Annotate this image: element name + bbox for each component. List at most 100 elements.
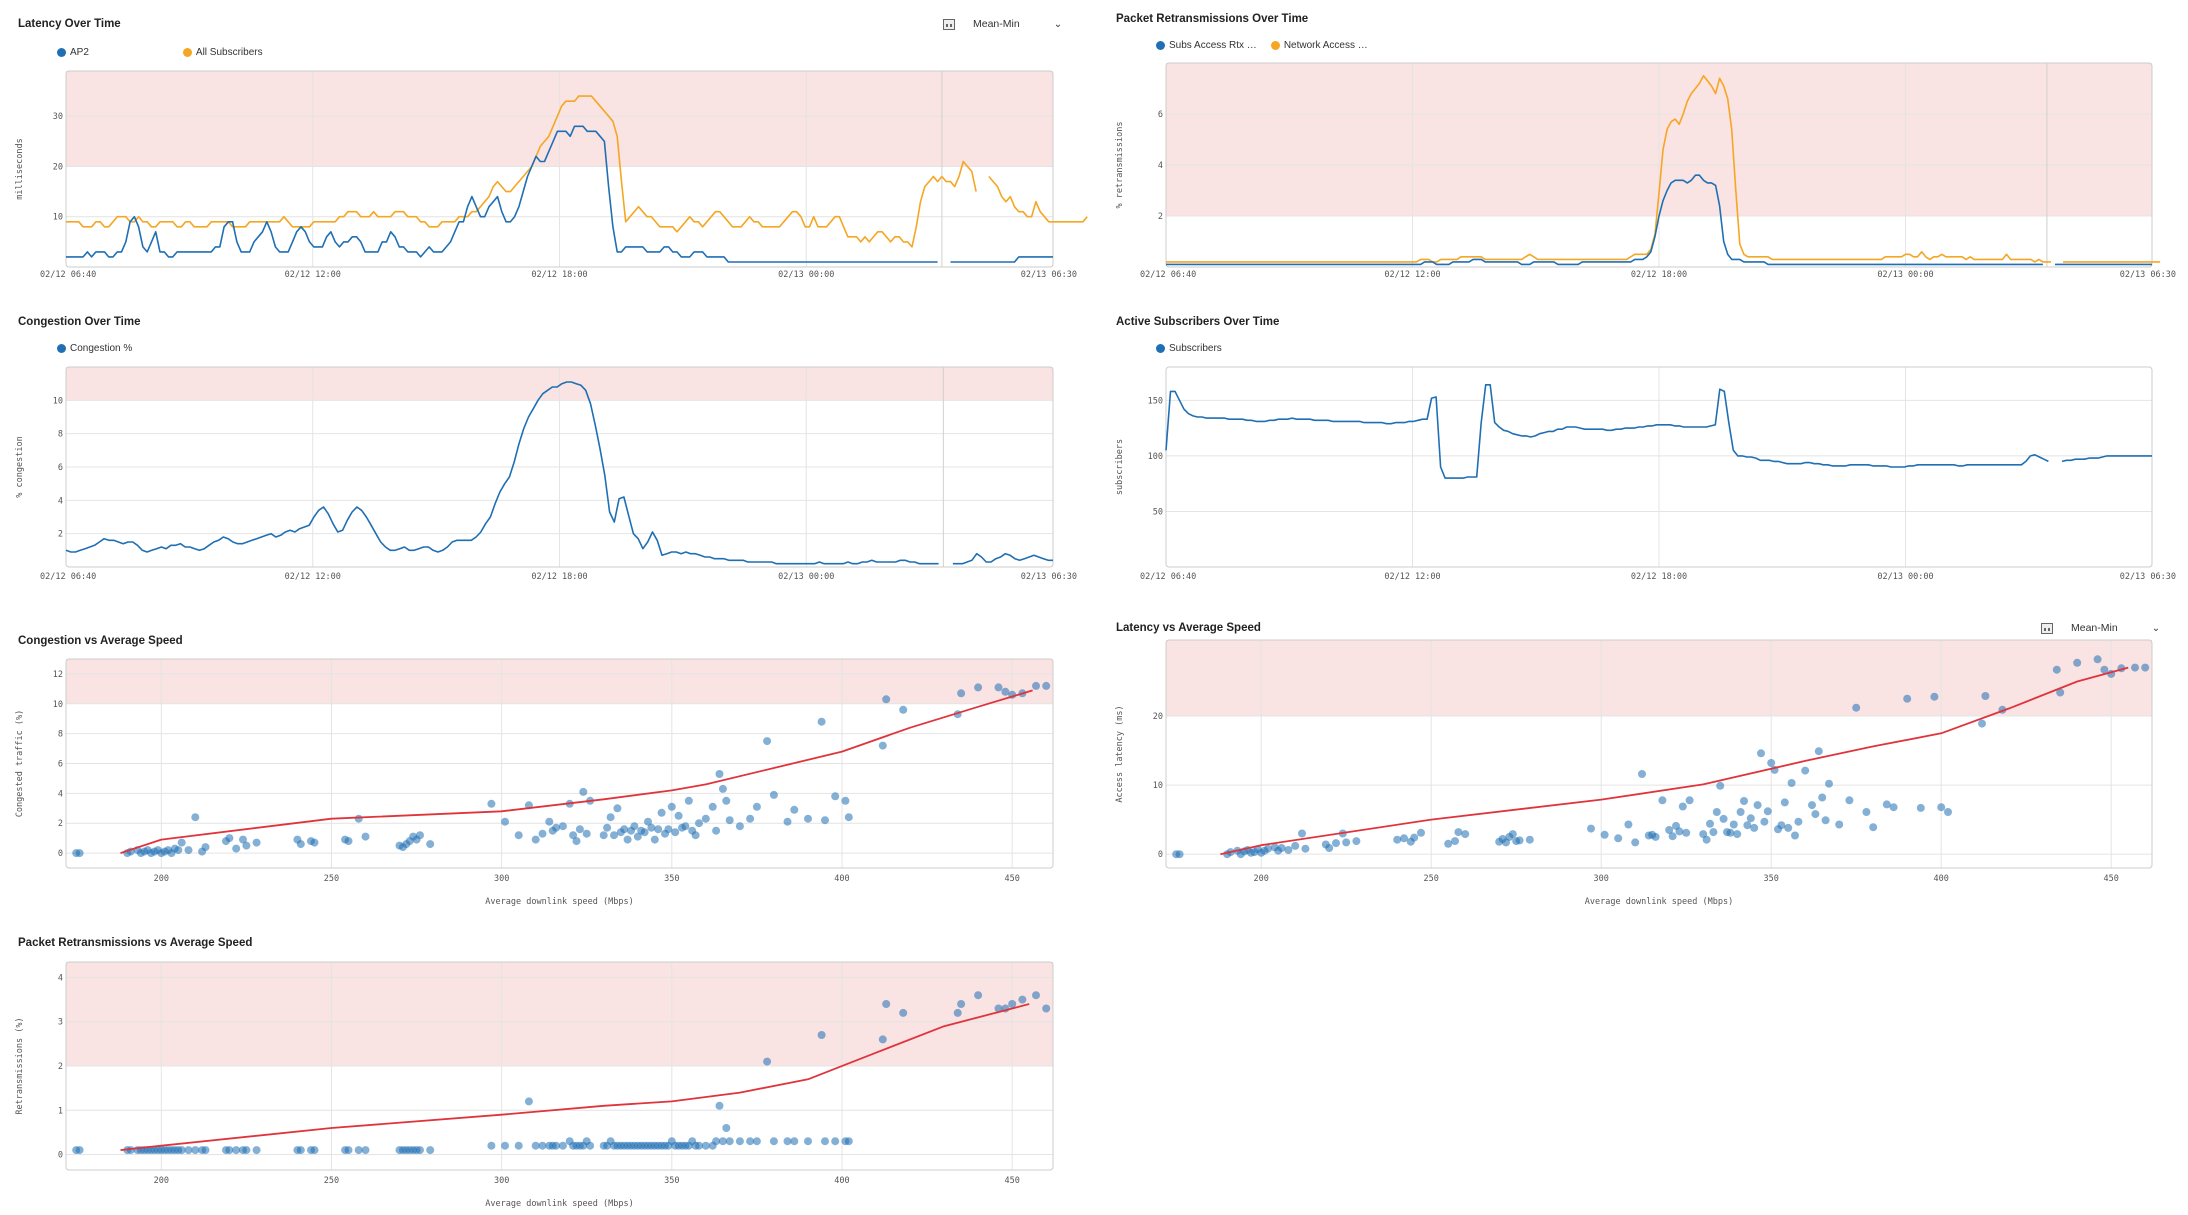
y-tick-label: 8: [58, 730, 63, 740]
threshold-band: [66, 659, 1053, 704]
data-point: [844, 813, 853, 822]
data-point: [1665, 826, 1674, 834]
data-point: [1451, 837, 1459, 846]
data-point: [177, 1146, 186, 1155]
data-point: [1525, 835, 1534, 844]
x-tick-label: 02/13 00:00: [1877, 270, 1933, 280]
plot-frame: [65, 961, 1054, 1171]
chart-latency_time: [65, 70, 1088, 268]
data-point: [1410, 833, 1419, 842]
data-point: [1743, 821, 1752, 830]
data-point: [191, 813, 200, 822]
chart-title: Active Subscribers Over Time: [1116, 316, 1280, 328]
chevron-down-icon: ⌄: [2151, 622, 2161, 634]
data-point: [1777, 821, 1786, 830]
data-point: [487, 799, 496, 808]
data-point: [174, 846, 183, 855]
legend-item-subs-access-rtx[interactable]: Subs Access Rtx …: [1156, 40, 1257, 51]
chart-legend: Subs Access Rtx … Network Access …: [1156, 40, 1368, 51]
data-point: [1818, 793, 1827, 802]
data-point: [416, 1146, 424, 1155]
data-point: [1032, 991, 1040, 1000]
chart-congestion_speed: [65, 658, 1054, 869]
aggregation-value: Mean-Min: [973, 18, 1020, 30]
data-point: [1175, 850, 1184, 859]
data-point: [191, 1146, 200, 1155]
data-point: [514, 1141, 523, 1150]
data-point: [746, 1137, 755, 1146]
data-point: [633, 832, 642, 841]
x-tick-label: 250: [1424, 874, 1439, 884]
data-point: [769, 1137, 778, 1146]
legend-item-congestion[interactable]: Congestion %: [57, 343, 132, 354]
data-point: [725, 1137, 734, 1146]
y-tick-label: 4: [1158, 161, 1163, 171]
data-point: [1916, 803, 1925, 812]
chart-title: Packet Retransmissions Over Time: [1116, 13, 1309, 25]
y-tick-label: 2: [58, 819, 63, 829]
data-point: [790, 805, 799, 814]
data-point: [426, 1146, 435, 1155]
data-point: [752, 802, 761, 811]
plot-frame: [1165, 366, 2153, 568]
data-point: [1651, 832, 1660, 841]
data-point: [232, 844, 241, 853]
data-point: [763, 737, 772, 746]
data-point: [953, 1008, 962, 1017]
y-axis-label: milliseconds: [15, 138, 25, 199]
data-point: [1808, 801, 1816, 810]
y-axis-label: % retransmissions: [1115, 122, 1125, 209]
series-line-network-access: [1166, 75, 2161, 263]
legend-item-subscribers[interactable]: Subscribers: [1156, 343, 1222, 354]
data-point: [691, 831, 700, 840]
y-axis-label: Congested traffic (%): [15, 710, 25, 817]
data-point: [657, 808, 666, 817]
trend-line: [120, 689, 1033, 854]
legend-item-all-subscribers[interactable]: All Subscribers: [182, 47, 263, 58]
y-tick-label: 10: [1153, 781, 1163, 791]
y-tick-label: 6: [1158, 110, 1163, 120]
data-point: [817, 1031, 826, 1039]
chart-legend: AP2 All Subscribers: [57, 47, 263, 58]
legend-label: AP2: [70, 47, 89, 58]
data-point: [1332, 839, 1340, 848]
data-point: [1780, 798, 1789, 807]
data-point: [177, 838, 186, 847]
data-point: [1675, 827, 1684, 836]
data-point: [1342, 838, 1351, 847]
data-point: [354, 814, 363, 823]
data-point: [184, 846, 193, 855]
x-tick-label: 400: [834, 1176, 849, 1186]
plot-frame: [1165, 639, 2153, 869]
data-point: [647, 823, 656, 832]
y-tick-label: 0: [1158, 850, 1163, 860]
data-point: [1658, 796, 1667, 805]
aggregation-dropdown[interactable]: Mean-Min ⌄: [2041, 622, 2160, 634]
chart-title: Congestion Over Time: [18, 316, 141, 328]
x-tick-label: 350: [1764, 874, 1779, 884]
aggregation-dropdown[interactable]: Mean-Min ⌄: [943, 18, 1062, 30]
data-point: [1981, 692, 1990, 700]
data-point: [1753, 801, 1762, 810]
series-line-all-subscribers: [66, 95, 1088, 248]
data-point: [1301, 844, 1310, 853]
y-tick-label: 30: [53, 112, 63, 122]
data-point: [1454, 828, 1463, 837]
x-tick-label: 02/12 18:00: [1631, 270, 1687, 280]
data-point: [715, 1101, 724, 1110]
y-tick-label: 50: [1153, 507, 1163, 517]
x-tick-label: 300: [494, 874, 509, 884]
data-point: [531, 1141, 540, 1150]
legend-item-network-access[interactable]: Network Access …: [1270, 40, 1368, 51]
legend-item-ap2[interactable]: AP2: [57, 47, 89, 58]
data-point: [882, 1000, 891, 1008]
legend-dot-icon: [1270, 41, 1280, 50]
data-point: [878, 741, 887, 750]
data-point: [708, 802, 717, 811]
x-tick-label: 02/13 00:00: [778, 270, 834, 280]
data-point: [1757, 749, 1765, 758]
data-point: [1801, 766, 1810, 775]
x-tick-label: 02/12 18:00: [531, 572, 587, 582]
data-point: [572, 837, 581, 846]
series-line-subs-access-rtx: [1166, 174, 2152, 266]
